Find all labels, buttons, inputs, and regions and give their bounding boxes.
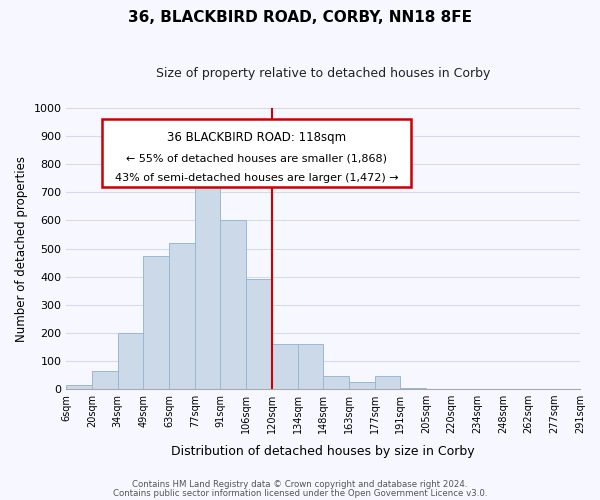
Bar — [143, 256, 169, 389]
FancyBboxPatch shape — [103, 120, 410, 186]
Bar — [400, 388, 426, 389]
Text: Contains HM Land Registry data © Crown copyright and database right 2024.: Contains HM Land Registry data © Crown c… — [132, 480, 468, 489]
Text: ← 55% of detached houses are smaller (1,868): ← 55% of detached houses are smaller (1,… — [126, 153, 387, 163]
Bar — [195, 176, 220, 389]
Text: 36, BLACKBIRD ROAD, CORBY, NN18 8FE: 36, BLACKBIRD ROAD, CORBY, NN18 8FE — [128, 10, 472, 25]
Title: Size of property relative to detached houses in Corby: Size of property relative to detached ho… — [156, 68, 490, 80]
Bar — [118, 333, 143, 389]
Text: Contains public sector information licensed under the Open Government Licence v3: Contains public sector information licen… — [113, 489, 487, 498]
Bar — [246, 280, 272, 389]
Text: 36 BLACKBIRD ROAD: 118sqm: 36 BLACKBIRD ROAD: 118sqm — [167, 130, 346, 143]
Bar — [374, 376, 400, 389]
Bar — [298, 344, 323, 389]
Bar — [92, 371, 118, 389]
Bar — [349, 382, 374, 389]
Bar — [220, 220, 246, 389]
Bar — [323, 376, 349, 389]
Bar — [67, 385, 92, 389]
Y-axis label: Number of detached properties: Number of detached properties — [15, 156, 28, 342]
X-axis label: Distribution of detached houses by size in Corby: Distribution of detached houses by size … — [172, 444, 475, 458]
Bar — [169, 243, 195, 389]
Bar — [272, 344, 298, 389]
Text: 43% of semi-detached houses are larger (1,472) →: 43% of semi-detached houses are larger (… — [115, 172, 398, 182]
